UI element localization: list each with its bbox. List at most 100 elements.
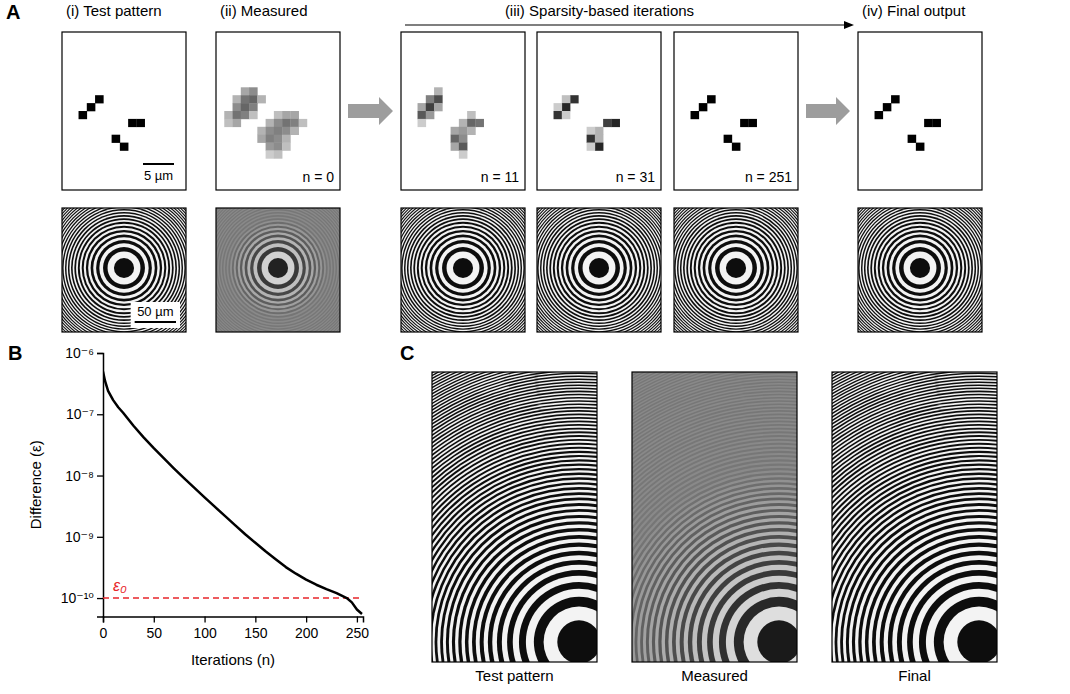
image-background xyxy=(401,32,525,190)
hologram-fringe xyxy=(432,468,597,662)
hologram-fringe xyxy=(401,208,525,332)
hologram-fringe xyxy=(685,217,788,320)
hologram-fringe xyxy=(242,232,314,304)
hologram-fringe xyxy=(432,372,597,662)
hologram-fringe xyxy=(858,208,982,332)
hologram-fringe xyxy=(884,547,997,662)
hologram-fringe xyxy=(632,372,797,662)
tick-mark xyxy=(97,537,103,538)
hologram-fringe xyxy=(62,208,186,332)
hologram-fringe xyxy=(537,208,661,332)
hologram-fringe xyxy=(222,212,334,324)
hologram-fringe xyxy=(401,208,525,332)
hologram-fringe xyxy=(216,208,340,332)
hologram-fringe xyxy=(537,208,661,332)
hologram-fringe xyxy=(537,208,661,332)
hologram-fringe xyxy=(62,208,186,332)
hologram-fringe xyxy=(835,498,997,662)
hologram-fringe xyxy=(223,213,332,322)
hologram-fringe xyxy=(216,208,340,332)
hologram-fringe xyxy=(832,439,997,662)
hologram-fringe xyxy=(216,208,340,332)
hologram-fringe xyxy=(674,208,798,332)
hologram-fringe xyxy=(744,607,797,662)
hologram-fringe xyxy=(862,525,997,662)
hologram-fringe xyxy=(62,208,186,332)
hologram-fringe xyxy=(401,208,525,332)
hologram-fringe xyxy=(832,473,997,662)
hologram-fringe xyxy=(537,208,661,332)
hologram-fringe xyxy=(432,403,597,662)
hologram-fringes xyxy=(537,208,661,332)
pixel-cell xyxy=(95,95,104,103)
hologram-fringe xyxy=(432,372,597,662)
hologram-fringe xyxy=(711,243,760,292)
pixel-cell xyxy=(467,111,476,119)
image-frame xyxy=(537,32,661,190)
hologram-fringe xyxy=(432,435,597,662)
hologram-fringe xyxy=(574,243,623,292)
hologram-fringe xyxy=(401,208,525,332)
pixel-cell xyxy=(891,95,900,103)
hologram-fringe xyxy=(702,565,797,662)
hologram-fringe xyxy=(643,506,797,662)
y-tick: 10⁻⁷ xyxy=(66,406,103,422)
hologram-fringe xyxy=(476,539,597,662)
hologram-fringe xyxy=(632,392,797,662)
panel-letter: B xyxy=(8,342,22,364)
hologram-fringe xyxy=(858,208,982,332)
hologram-fringe xyxy=(432,377,597,662)
hologram-fringe xyxy=(632,397,797,662)
hologram-fringe xyxy=(832,384,997,662)
pixel-cell xyxy=(128,119,137,127)
hologram-fringe xyxy=(492,555,597,662)
flow-arrow xyxy=(806,97,850,125)
hologram-fringe xyxy=(832,405,997,662)
hologram-fringe xyxy=(858,208,982,332)
hologram-fringe xyxy=(537,208,661,332)
pixel-cell xyxy=(282,143,291,151)
hologram-fringe xyxy=(832,415,997,662)
hologram-fringe xyxy=(216,208,340,332)
plot-area xyxy=(103,371,363,614)
hologram-fringe xyxy=(432,372,597,662)
hologram-fringe xyxy=(484,547,597,662)
hologram-fringe xyxy=(632,380,797,662)
hologram-fringe xyxy=(632,475,797,662)
hologram-fringe xyxy=(832,447,997,662)
hologram-fringe xyxy=(674,208,798,332)
hologram-fringe xyxy=(432,464,597,662)
hologram-fringe xyxy=(674,208,798,332)
tick-mark xyxy=(204,617,205,623)
hologram-fringe xyxy=(726,589,797,662)
y-axis-title: Difference (ε) xyxy=(27,440,44,529)
hologram-fringe xyxy=(858,208,982,332)
hologram-fringe xyxy=(632,426,797,662)
hologram-fringe xyxy=(62,208,186,332)
hologram-fringe xyxy=(234,224,323,313)
pixel-cell xyxy=(611,119,620,127)
hologram-fringe xyxy=(858,208,982,332)
pixel-cell xyxy=(257,135,266,143)
hologram-fringe xyxy=(632,372,797,662)
hologram-fringe xyxy=(425,230,501,306)
hologram-fringe xyxy=(944,607,997,662)
hologram-fringe xyxy=(632,381,797,662)
hologram-fringe xyxy=(888,551,997,662)
hologram-fringe xyxy=(432,372,597,662)
hologram-fringe xyxy=(832,419,997,662)
pixel-cell xyxy=(459,135,468,143)
hologram-fringe xyxy=(216,208,340,332)
hologram-fringe xyxy=(497,560,597,662)
pixel-cell xyxy=(249,103,258,111)
hologram-fringe xyxy=(432,380,597,662)
hologram-fringe xyxy=(401,208,525,332)
pixel-cell xyxy=(699,103,708,111)
hologram-fringe xyxy=(884,232,956,304)
hologram-fringe xyxy=(632,410,797,662)
hologram-fringe xyxy=(855,518,997,662)
hologram-fringe xyxy=(423,228,504,309)
hologram-fringe xyxy=(537,208,661,332)
pixel-cell xyxy=(87,103,96,111)
hologram-fringe xyxy=(432,457,597,662)
